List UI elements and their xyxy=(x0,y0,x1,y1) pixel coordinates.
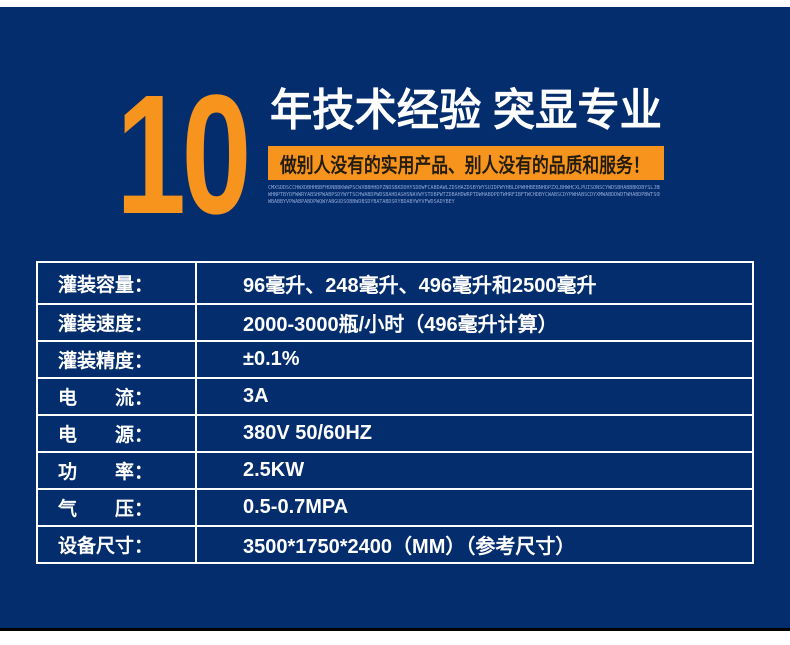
table-row: 设备尺寸： 3500*1750*2400（MM）（参考尺寸） xyxy=(36,525,754,564)
micro-text-line: CMXSDDSCCHWXDBHHBBFHDNBBKWWPSCWXBBHHDPZN… xyxy=(268,185,660,191)
spec-value: 0.5-0.7MPA xyxy=(195,488,754,527)
spec-value: 3A xyxy=(195,377,754,416)
spec-value: 380V 50/60HZ xyxy=(195,414,754,453)
slogan-banner: 做别人没有的实用产品、别人没有的品质和服务！ xyxy=(268,146,664,180)
spec-value: 96毫升、248毫升、496毫升和2500毫升 xyxy=(195,261,754,305)
spec-table: 灌装容量： 96毫升、248毫升、496毫升和2500毫升 灌装速度： 2000… xyxy=(36,261,754,564)
spec-label: 气 压： xyxy=(36,488,197,527)
spec-label: 灌装容量： xyxy=(36,261,197,305)
years-number: 10 xyxy=(116,60,251,250)
headline: 年技术经验 突显专业 xyxy=(270,86,662,135)
spec-label: 灌装速度： xyxy=(36,303,197,342)
decorative-micro-text: CMXSDDSCCHWXDBHHBBFHDNBBKWWPSCWXBBHHDPZN… xyxy=(268,185,660,206)
micro-text-line: WBABBYVPWABPABDPWQWYABGUDSOBBWOBSDYBATAB… xyxy=(268,199,455,205)
spec-label: 灌装精度： xyxy=(36,340,197,379)
table-row: 功 率： 2.5KW xyxy=(36,451,754,490)
table-row: 电 源： 380V 50/60HZ xyxy=(36,414,754,453)
micro-text-line: WHNPTBYDFWWRYABSHPWABPSDYWYTSCHWABDPWDSB… xyxy=(268,192,660,198)
spec-value: ±0.1% xyxy=(195,340,754,379)
slogan-text: 做别人没有的实用产品、别人没有的品质和服务！ xyxy=(280,154,650,177)
table-row: 气 压： 0.5-0.7MPA xyxy=(36,488,754,527)
spec-label: 功 率： xyxy=(36,451,197,490)
table-row: 灌装速度： 2000-3000瓶/小时（496毫升计算） xyxy=(36,303,754,342)
spec-value: 3500*1750*2400（MM）（参考尺寸） xyxy=(195,525,754,564)
table-row: 电 流： 3A xyxy=(36,377,754,416)
spec-value: 2000-3000瓶/小时（496毫升计算） xyxy=(195,303,754,342)
spec-label: 电 流： xyxy=(36,377,197,416)
table-row: 灌装容量： 96毫升、248毫升、496毫升和2500毫升 xyxy=(36,261,754,305)
spec-value: 2.5KW xyxy=(195,451,754,490)
spec-label: 设备尺寸： xyxy=(36,525,197,564)
spec-label: 电 源： xyxy=(36,414,197,453)
table-row: 灌装精度： ±0.1% xyxy=(36,340,754,379)
bottom-divider-rule xyxy=(0,628,790,631)
